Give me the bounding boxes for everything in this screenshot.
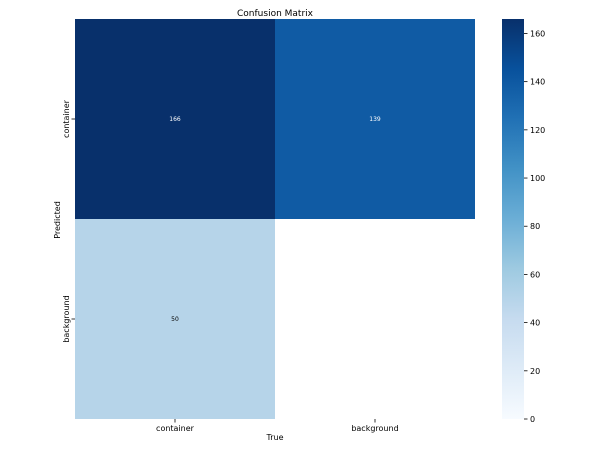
colorbar-tick-label: 140: [530, 78, 545, 87]
heatmap-cell-0-0: [75, 19, 275, 219]
y-tick-label: background: [62, 295, 71, 342]
cell-label-0-0: 166: [169, 116, 181, 123]
colorbar-tick-label: 20: [530, 367, 540, 376]
colorbar: [502, 19, 524, 419]
colorbar-tick-label: 100: [530, 174, 545, 183]
colorbar-tick-label: 80: [530, 222, 540, 231]
cell-label-0-1: 139: [369, 116, 381, 123]
heatmap-cells: [75, 19, 475, 419]
colorbar-tick-label: 0: [530, 415, 535, 424]
heatmap-cell-1-0: [75, 219, 275, 419]
heatmap-cell-1-1: [275, 219, 475, 419]
x-tick-label: container: [156, 424, 195, 433]
heatmap-cell-0-1: [275, 19, 475, 219]
x-axis-ticks: container background: [156, 419, 399, 433]
x-tick-label: background: [351, 424, 398, 433]
chart-title: Confusion Matrix: [237, 9, 314, 19]
colorbar-tick-label: 160: [530, 29, 545, 38]
cell-label-1-0: 50: [171, 316, 179, 323]
heatmap-cell-labels: 166 139 50: [169, 116, 381, 323]
x-axis-label: True: [266, 433, 284, 442]
colorbar-tick-label: 120: [530, 126, 545, 135]
colorbar-tick-label: 60: [530, 270, 540, 279]
y-axis-ticks: container background: [62, 99, 75, 343]
colorbar-ticks: 0 20 40 60 80 100 120 140 160: [524, 29, 545, 424]
y-tick-label: container: [62, 99, 71, 138]
colorbar-tick-label: 40: [530, 319, 540, 328]
y-axis-label: Predicted: [53, 201, 62, 239]
